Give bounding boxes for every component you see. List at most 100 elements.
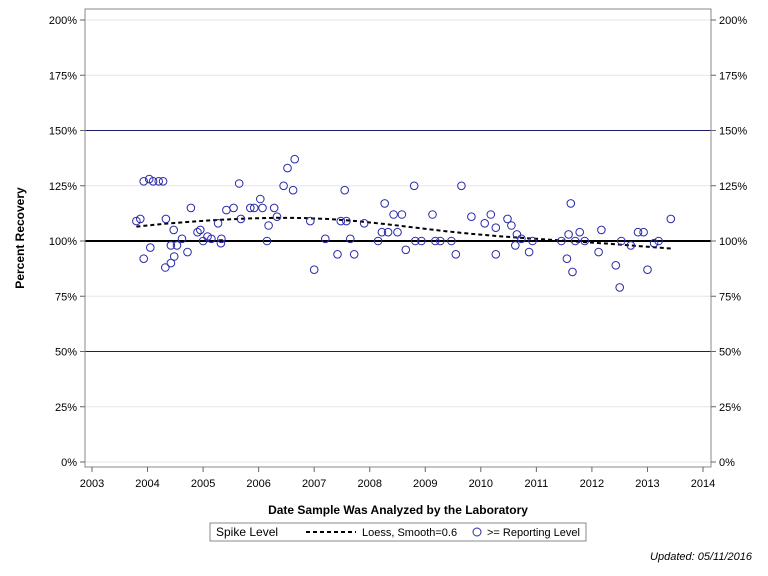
data-point [389,210,398,219]
data-point [666,214,676,224]
data-point [575,227,585,237]
data-point [447,236,456,246]
x-tick-label: 2005 [191,478,215,490]
data-point [491,223,501,232]
y-tick-label-right: 100% [719,236,747,248]
data-point [649,238,659,248]
loess-line [136,216,671,250]
legend-points-label: >= Reporting Level [487,527,580,539]
y-tick-label-right: 200% [719,15,747,27]
data-point [436,236,445,246]
data-point [139,254,148,264]
data-point [177,234,187,244]
data-point [643,265,652,275]
y-axis-title: Percent Recovery [13,187,27,289]
y-tick-label-right: 25% [719,402,741,414]
data-point [417,236,426,246]
data-point [611,261,621,270]
x-tick-label: 2011 [525,478,549,490]
data-point [290,154,300,164]
y-tick-label-left: 100% [49,236,77,248]
y-tick-label-right: 150% [719,126,747,138]
legend-box [209,522,587,542]
x-tick-label: 2010 [469,478,493,490]
data-point [258,203,267,213]
loess-series [136,216,671,250]
x-tick-label: 2003 [80,478,104,490]
y-tick-label-right: 175% [719,70,747,82]
reporting-level-series [132,154,676,292]
y-tick-label-left: 25% [55,402,77,414]
data-point [568,267,577,277]
data-point [467,212,476,221]
data-point [431,236,440,246]
data-point [349,250,359,259]
data-point [136,214,145,224]
data-point [213,219,223,228]
data-point [507,221,516,230]
data-point [217,234,226,244]
data-point [428,210,437,219]
data-point [517,234,526,244]
data-point [229,203,238,213]
x-tick-label: 2014 [691,478,715,490]
data-point [377,227,387,237]
data-point [383,227,393,237]
data-point [451,250,461,259]
x-tick-label: 2004 [135,478,159,490]
data-point [594,247,603,257]
data-point [615,283,625,292]
data-point [198,236,208,246]
data-point [207,234,216,244]
data-point [169,225,178,235]
x-tick-label: 2013 [635,478,659,490]
data-point [359,219,369,228]
y-tick-label-left: 150% [49,126,77,138]
y-tick-label-right: 50% [719,347,741,359]
data-point [193,227,202,237]
data-point [393,227,402,237]
legend: Spike Level Loess, Smooth=0.6 >= Reporti… [209,522,587,542]
data-point [172,241,182,250]
y-tick-label-right: 0% [719,457,735,469]
y-axis-left: 0% 25% 50% 75% 100% 125% 150% 175% 200% [49,15,85,469]
y-tick-label-right: 75% [719,291,741,303]
data-point [196,225,205,235]
data-point [503,214,512,224]
data-point [562,254,572,264]
data-point [236,214,246,224]
data-point [216,238,226,248]
data-point [148,177,158,186]
data-point [566,199,576,208]
data-point [309,265,319,275]
data-point [161,263,170,272]
data-point [262,236,272,246]
plot-frame [84,8,712,468]
data-point [249,203,259,213]
data-point [158,177,168,186]
data-point [264,221,273,230]
x-tick-label: 2012 [580,478,604,490]
data-point [283,163,292,173]
data-point [626,241,636,250]
updated-footnote: Updated: 05/11/2016 [650,551,753,563]
data-point [654,236,663,246]
data-point [166,258,176,268]
data-point [380,199,390,208]
data-point [161,214,171,224]
data-point [246,203,255,213]
data-point [373,236,383,246]
legend-loess-label: Loess, Smooth=0.6 [362,527,457,539]
y-tick-label-left: 50% [55,347,77,359]
y-tick-label-left: 175% [49,70,77,82]
data-point [256,194,265,204]
data-point [279,181,288,191]
data-point [183,247,192,257]
legend-points-swatch [472,527,482,537]
reference-lines [85,130,711,352]
data-point [272,212,282,221]
x-tick-label: 2006 [246,478,270,490]
data-point [512,230,522,239]
